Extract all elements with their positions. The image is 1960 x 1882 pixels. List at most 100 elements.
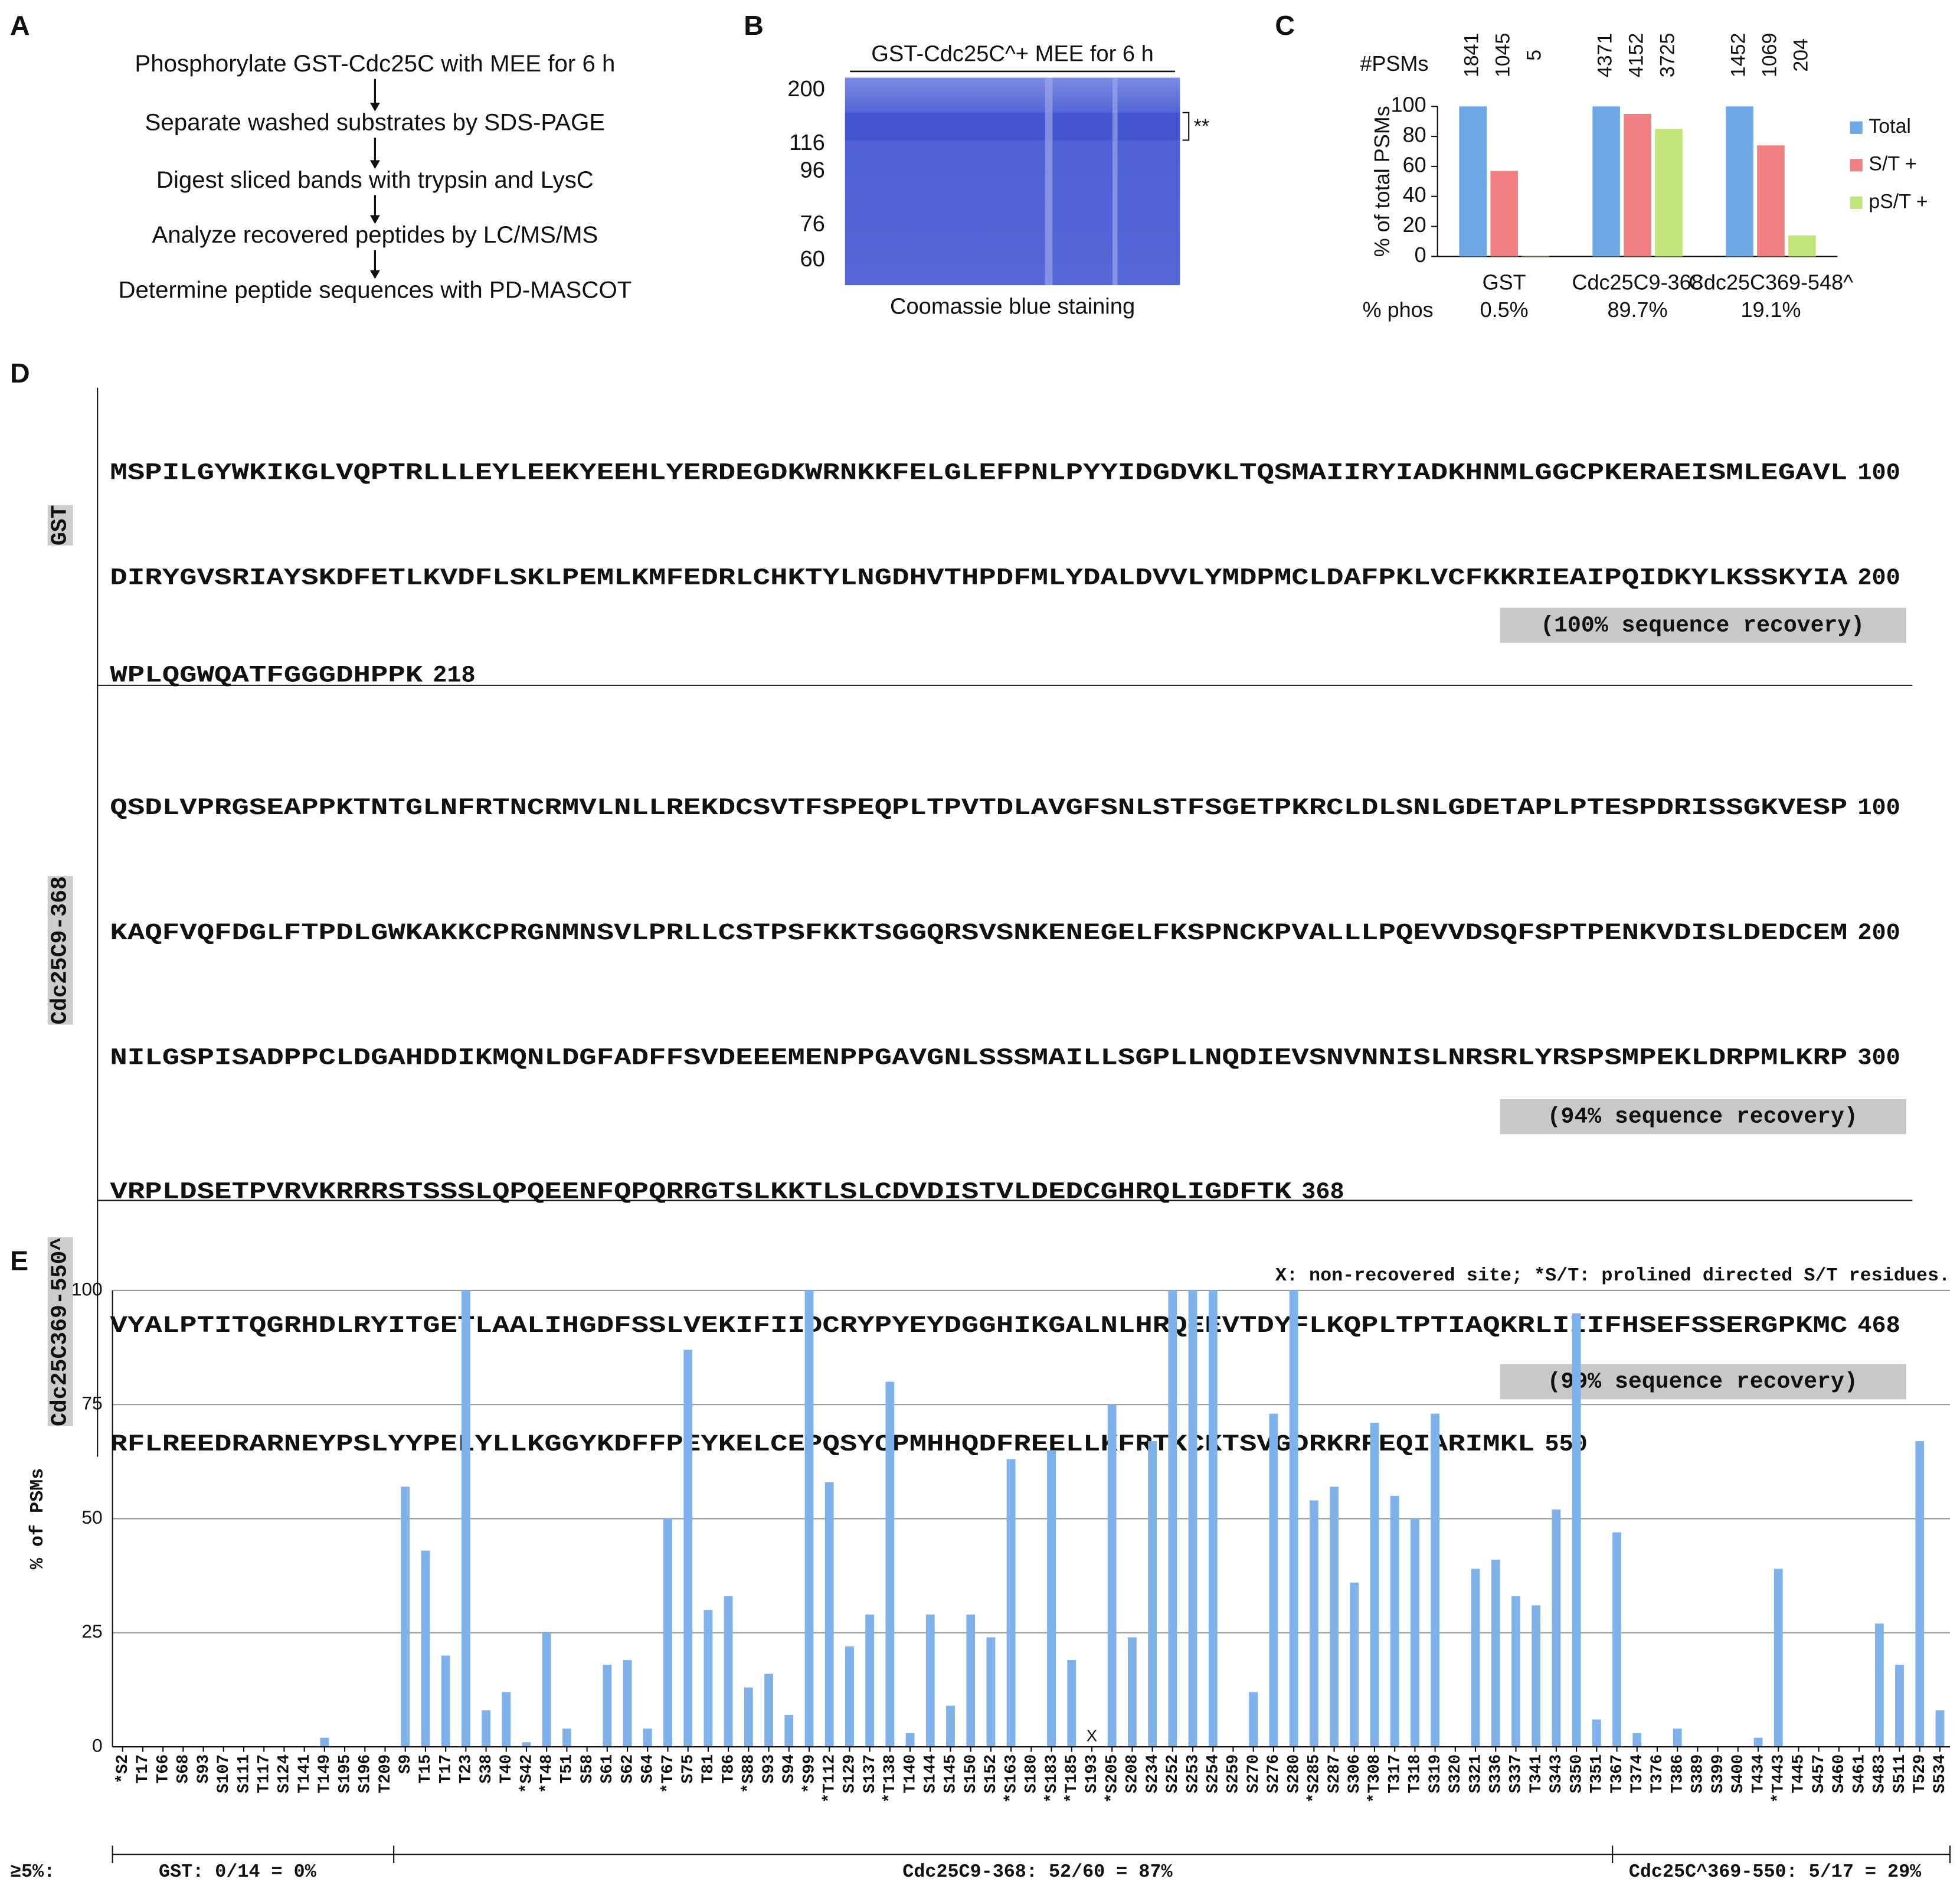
bar <box>1592 1719 1601 1747</box>
x-tick-label: GST <box>1483 270 1526 295</box>
x-tick-label: S350 <box>1568 1754 1586 1793</box>
sequence: QSDLVPRGSEAPPKTNTGLNFRTNCRMVLNLLREKDCSVT… <box>110 795 1847 822</box>
bar <box>1532 1605 1541 1747</box>
bar <box>482 1710 490 1747</box>
residue-end: 550 <box>1545 1431 1587 1458</box>
x-tick-label: S124 <box>276 1754 294 1793</box>
x-tick-label: S94 <box>780 1754 799 1784</box>
sequence: NILGSPISADPPCLDGAHDDIKMQNLDGFADFFSVDEEEM… <box>110 1045 1847 1072</box>
phos-label: % phos <box>1363 298 1434 322</box>
recovery: (94% sequence recovery) <box>1547 1105 1858 1130</box>
x-tick-label: S196 <box>356 1754 375 1793</box>
bar <box>804 1290 814 1747</box>
lane-gap <box>1112 77 1118 286</box>
gel <box>845 77 1180 286</box>
bar <box>1753 1737 1763 1747</box>
missing-mark: X <box>1087 1726 1097 1744</box>
x-tick-label: *T112 <box>820 1754 839 1803</box>
bar <box>421 1550 430 1747</box>
count: 1069 <box>1758 33 1781 77</box>
bar <box>1330 1486 1339 1747</box>
bar <box>824 1482 834 1747</box>
legend-label: pS/T + <box>1869 190 1928 213</box>
arrow-head <box>369 270 380 279</box>
bar <box>1148 1441 1157 1747</box>
step: Digest sliced bands with trypsin and Lys… <box>156 166 594 193</box>
x-tick-label: S511 <box>1891 1754 1909 1793</box>
bar <box>663 1518 672 1747</box>
bar <box>905 1733 915 1747</box>
bar <box>946 1705 955 1747</box>
protein-name: GST <box>48 505 73 545</box>
bar <box>925 1614 935 1747</box>
y-tick-label: 0 <box>92 1734 103 1756</box>
x-tick-label: S460 <box>1830 1754 1848 1793</box>
marker: 200 <box>787 76 825 102</box>
bar <box>643 1729 652 1747</box>
bar <box>542 1632 551 1747</box>
recovery-box <box>1500 607 1906 643</box>
x-tick-label: T317 <box>1386 1754 1404 1793</box>
y-tick-label: 0 <box>1415 243 1426 267</box>
residue-end: 100 <box>1857 459 1900 486</box>
sequence: VYALPTITQGRHDLRYITGETLAALIHGDFSSLVEKIFII… <box>110 1312 1847 1339</box>
bar <box>683 1350 693 1747</box>
x-tick-label: *T67 <box>659 1754 678 1793</box>
x-tick-label: *T443 <box>1770 1754 1788 1803</box>
legend-label: S/T + <box>1869 153 1916 175</box>
legend-swatch <box>1850 121 1863 134</box>
sequence: MSPILGYWKIKGLVQPTRLLLEYLEEKYEEHLYERDEGDK… <box>110 459 1847 486</box>
group-summary: Cdc25C^369-550: 5/17 = 29% <box>1629 1861 1922 1882</box>
residue-end: 218 <box>433 662 475 690</box>
x-tick-label: T17 <box>134 1754 152 1784</box>
x-tick-label: *S205 <box>1103 1754 1121 1803</box>
x-tick-label: T318 <box>1406 1754 1425 1793</box>
gel-title: GST-Cdc25C^+ MEE for 6 h <box>871 41 1154 66</box>
x-tick-label: S111 <box>235 1754 253 1793</box>
panel-label: B <box>744 10 764 41</box>
x-tick-label: S319 <box>1426 1754 1445 1793</box>
protein-name: Cdc25C369-550^ <box>48 1237 73 1426</box>
residue-end: 300 <box>1857 1045 1900 1072</box>
x-tick-label: S321 <box>1467 1754 1485 1793</box>
x-tick-label: S389 <box>1689 1754 1707 1793</box>
bar <box>1632 1733 1642 1747</box>
x-tick-label: S534 <box>1931 1754 1949 1793</box>
bar <box>1655 129 1683 257</box>
bar <box>1874 1623 1884 1747</box>
y-label: % of total PSMs <box>1370 106 1394 257</box>
bar <box>1490 171 1518 257</box>
bar <box>865 1614 875 1747</box>
bar <box>1673 1729 1682 1747</box>
step: Phosphorylate GST-Cdc25C with MEE for 6 … <box>135 50 615 77</box>
bar <box>1390 1495 1399 1747</box>
y-label: % of PSMs <box>27 1468 48 1569</box>
y-tick-label: 20 <box>1403 213 1426 237</box>
x-tick-label: S400 <box>1729 1754 1748 1793</box>
marker: 116 <box>789 130 825 155</box>
x-tick-label: S287 <box>1326 1754 1344 1793</box>
bar <box>401 1486 410 1747</box>
bar <box>1935 1710 1945 1747</box>
x-tick-label: S9 <box>397 1754 415 1774</box>
x-tick-label: S93 <box>195 1754 213 1784</box>
y-tick-label: 25 <box>81 1620 102 1642</box>
residue-end: 468 <box>1857 1312 1900 1339</box>
bar <box>1168 1290 1177 1747</box>
bar <box>1572 1313 1581 1747</box>
x-tick-label: T40 <box>498 1754 516 1784</box>
sequence: VRPLDSETPVRVKRRRSTSSSLQPQEENFQPQRRGTSLKK… <box>110 1178 1292 1205</box>
residue-end: 200 <box>1857 564 1900 592</box>
count: 1452 <box>1727 33 1749 77</box>
legend-swatch <box>1850 196 1863 209</box>
lane-gap <box>1045 77 1053 286</box>
recovery: (99% sequence recovery) <box>1547 1370 1858 1395</box>
bar <box>522 1742 531 1747</box>
residue-end: 100 <box>1857 795 1900 822</box>
step: Analyze recovered peptides by LC/MS/MS <box>152 221 598 248</box>
gel-caption: Coomassie blue staining <box>890 293 1135 319</box>
x-tick-label: S193 <box>1083 1754 1101 1793</box>
x-tick-label: *T185 <box>1063 1754 1081 1803</box>
count: 4371 <box>1594 33 1617 77</box>
